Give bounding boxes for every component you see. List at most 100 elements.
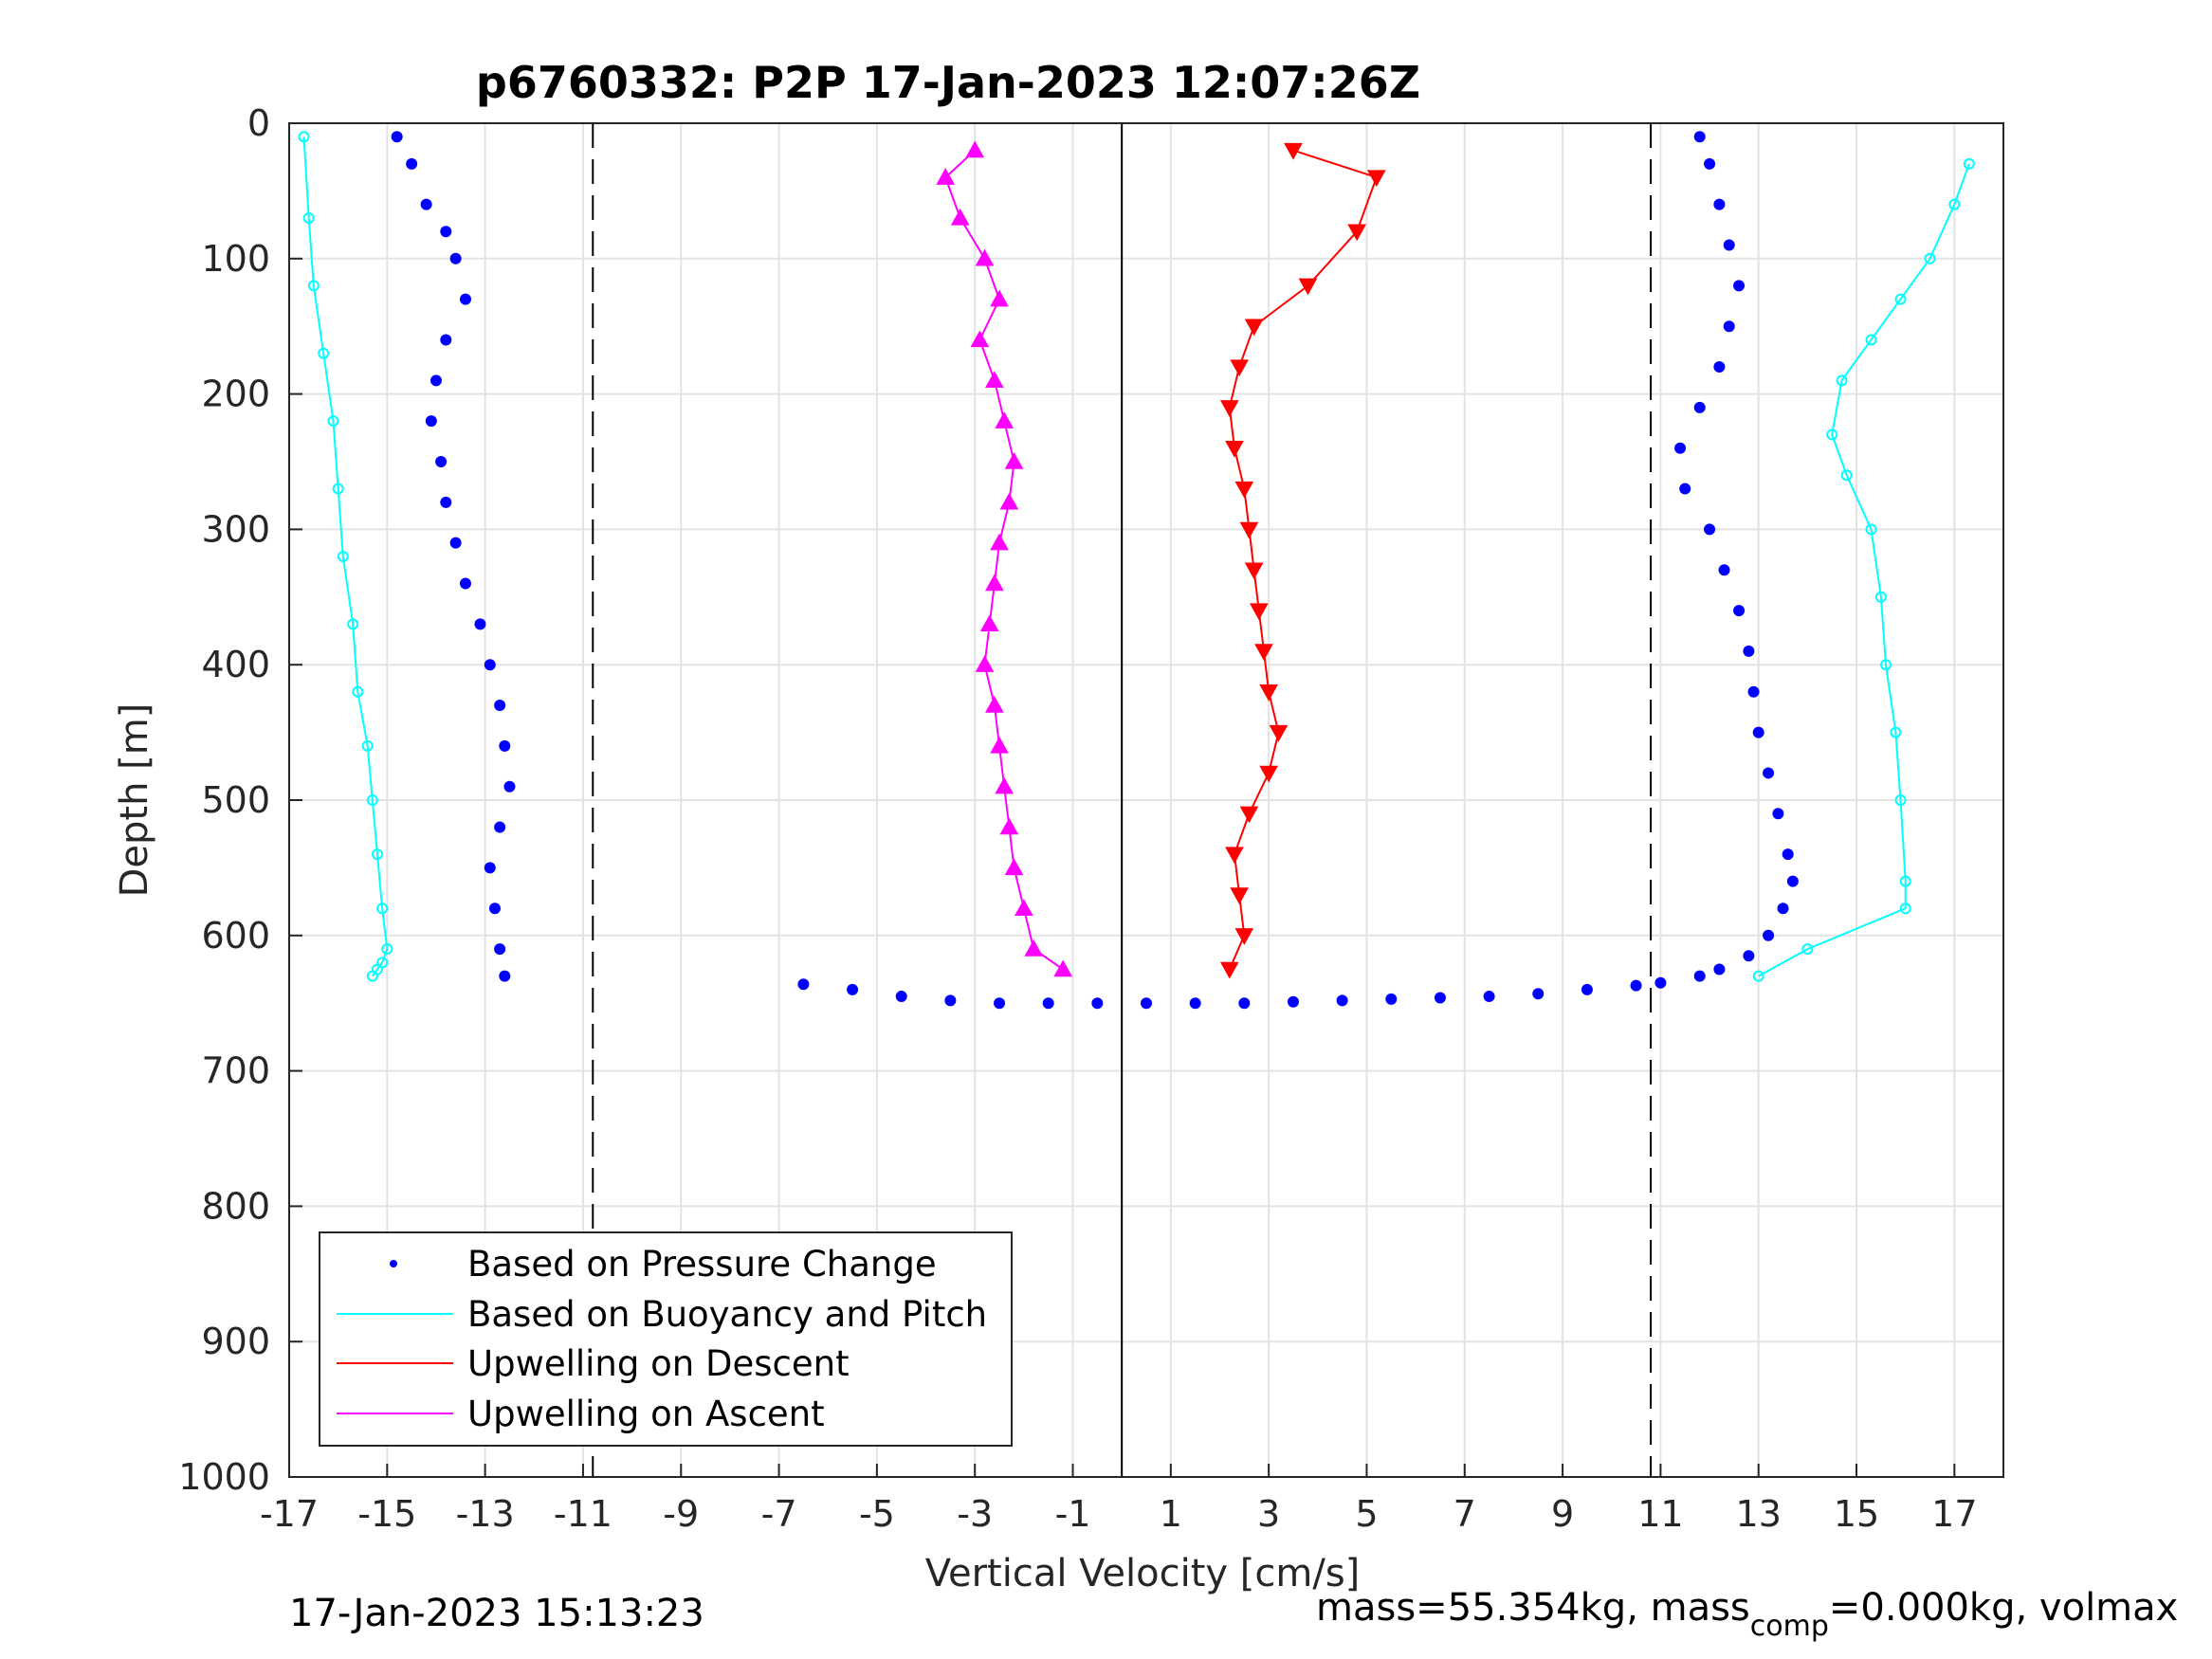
x-tick-label: -9 (663, 1493, 699, 1535)
x-tick-label: -1 (1055, 1493, 1091, 1535)
footer-mass-info: mass=55.354kg, masscomp=0.000kg, volmax (1316, 1586, 2178, 1643)
pressure-point (1581, 983, 1593, 995)
buoyancy-point (298, 131, 310, 143)
legend: Based on Pressure Change Based on Buoyan… (319, 1231, 1013, 1447)
pressure-point (1679, 483, 1691, 495)
pressure-point (1763, 767, 1775, 779)
ascent-point (950, 208, 970, 226)
buoyancy-point (1752, 970, 1764, 982)
pressure-point (484, 659, 496, 671)
pressure-point (1434, 992, 1446, 1004)
y-tick-label: 600 (201, 915, 270, 957)
pressure-point (1772, 808, 1784, 820)
pressure-point (1693, 970, 1706, 982)
x-tick-label: 5 (1355, 1493, 1378, 1535)
x-tick-label: -7 (761, 1493, 797, 1535)
pressure-point (1630, 979, 1642, 992)
x-axis-label: Vertical Velocity [cm/s] (925, 1552, 1361, 1595)
buoyancy-point (347, 618, 359, 630)
descent-point (1225, 441, 1244, 458)
buoyancy-point (1899, 875, 1911, 887)
descent-point (1244, 319, 1264, 337)
buoyancy-point (361, 739, 374, 752)
pressure-point (440, 334, 452, 346)
x-tick-label: -3 (957, 1493, 993, 1535)
pressure-point (1141, 997, 1152, 1010)
descent-point (1234, 928, 1254, 945)
pressure-point (895, 991, 907, 1003)
ascent-point (1053, 959, 1073, 977)
pressure-point (944, 994, 957, 1007)
ascent-point (985, 371, 1004, 389)
pressure-point (499, 739, 511, 752)
pressure-point (420, 198, 432, 210)
y-tick-label: 0 (247, 102, 270, 144)
pressure-point (1238, 997, 1251, 1010)
buoyancy-point (1874, 591, 1887, 603)
pressure-point (494, 821, 506, 833)
ascent-point (936, 168, 956, 185)
buoyancy-point (332, 483, 344, 495)
pressure-point (1483, 991, 1495, 1003)
y-tick-label: 1000 (178, 1456, 270, 1498)
ascent-point (1004, 858, 1024, 876)
descent-point (1366, 170, 1386, 188)
descent-point (1239, 806, 1259, 824)
y-tick-label: 900 (201, 1321, 270, 1362)
pressure-point (1733, 280, 1746, 292)
y-tick-label: 700 (201, 1050, 270, 1092)
footer-mass-prefix: mass=55.354kg, mass (1316, 1586, 1750, 1630)
pressure-point (459, 577, 471, 590)
x-tick-label: 7 (1453, 1493, 1476, 1535)
ascent-line (944, 149, 1064, 971)
x-tick-label: 15 (1834, 1493, 1879, 1535)
buoyancy-point (1890, 726, 1902, 738)
ascent-point (1024, 939, 1044, 957)
pressure-point (1782, 848, 1794, 861)
pressure-point (1777, 902, 1789, 915)
x-tick-label: -11 (554, 1493, 612, 1535)
buoyancy-point (337, 550, 349, 562)
legend-label-pressure: Based on Pressure Change (467, 1244, 937, 1285)
buoyancy-point (376, 902, 389, 915)
pressure-point (1743, 950, 1755, 962)
descent-point (1219, 400, 1239, 417)
pressure-point (1042, 997, 1054, 1010)
ascent-point (1015, 899, 1033, 916)
x-tick-label: 1 (1160, 1493, 1182, 1535)
data-layer (298, 131, 1975, 1010)
y-tick-label: 300 (201, 508, 270, 550)
pressure-point (499, 970, 511, 982)
pressure-point (994, 997, 1006, 1010)
descent-point (1239, 521, 1259, 539)
pressure-point (484, 862, 496, 874)
pressure-point (488, 902, 501, 915)
pressure-point (503, 780, 516, 793)
legend-label-buoyancy: Based on Buoyancy and Pitch (467, 1294, 987, 1335)
pressure-point (1189, 997, 1201, 1010)
pressure-point (1747, 685, 1760, 698)
pressure-point (449, 252, 462, 264)
y-tick-label: 500 (201, 779, 270, 821)
x-tick-label: -15 (357, 1493, 416, 1535)
descent-point (1298, 278, 1318, 296)
descent-point (1347, 224, 1366, 242)
x-tick-label: -5 (859, 1493, 895, 1535)
descent-point (1225, 847, 1244, 865)
buoyancy-point (381, 943, 393, 956)
pressure-point (1763, 929, 1775, 941)
ascent-point (965, 140, 985, 158)
footer-mass-sub: comp (1750, 1610, 1829, 1643)
buoyancy-point (1924, 252, 1936, 264)
descent-point (1244, 562, 1264, 580)
y-tick-label: 800 (201, 1185, 270, 1227)
pressure-point (1752, 726, 1764, 738)
pressure-point (1718, 564, 1730, 576)
x-tick-label: -17 (260, 1493, 319, 1535)
buoyancy-line (1758, 163, 1970, 977)
ascent-point (990, 533, 1009, 551)
pressure-point (474, 618, 486, 630)
buoyancy-point (1894, 293, 1907, 305)
buoyancy-point (1899, 902, 1911, 915)
pressure-point (1723, 239, 1735, 251)
